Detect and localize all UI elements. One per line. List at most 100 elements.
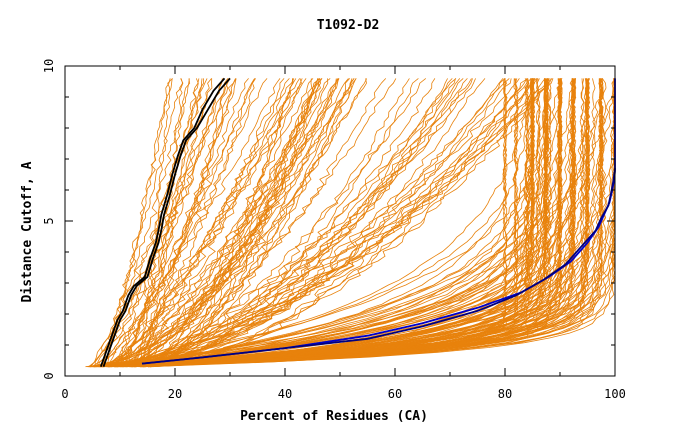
x-tick-label: 100	[604, 387, 626, 401]
model-curve	[129, 78, 591, 368]
series-line-3	[141, 168, 616, 365]
model-curve	[108, 78, 255, 367]
model-curve	[93, 78, 397, 368]
model-curve	[93, 78, 453, 368]
model-curve	[125, 78, 285, 368]
x-axis-label: Percent of Residues (CA)	[240, 409, 428, 424]
model-curve	[130, 78, 585, 368]
model-curve	[133, 78, 229, 367]
model-curve	[117, 78, 290, 368]
model-curve	[93, 78, 541, 368]
model-curve	[144, 78, 596, 368]
model-curve	[99, 78, 457, 368]
model-curve	[108, 78, 256, 367]
x-tick-label: 0	[61, 387, 68, 401]
model-curve	[126, 78, 237, 368]
model-lines-group	[85, 78, 616, 368]
model-curve	[121, 78, 533, 368]
model-curve	[125, 78, 552, 368]
model-curve	[91, 78, 281, 368]
axis-ticks	[64, 65, 616, 377]
x-tick-label: 60	[388, 387, 402, 401]
model-curve	[149, 78, 536, 368]
model-curve	[136, 78, 294, 368]
model-curve	[119, 78, 549, 368]
model-curve	[135, 78, 314, 368]
model-curve	[93, 78, 506, 368]
model-curve	[122, 78, 212, 367]
model-curve	[99, 78, 229, 367]
model-curve	[116, 78, 537, 368]
model-curve	[111, 78, 535, 368]
model-curve	[131, 78, 563, 368]
model-curve	[134, 78, 535, 368]
model-curve	[139, 78, 549, 368]
model-curve	[97, 78, 268, 368]
model-curve	[94, 78, 577, 368]
model-curve	[89, 78, 323, 368]
model-curve	[98, 78, 173, 367]
model-curve	[119, 78, 237, 367]
model-curve	[135, 78, 173, 367]
series-line-0	[102, 77, 231, 368]
model-curve	[107, 78, 550, 368]
highlight-lines-group	[99, 77, 616, 368]
model-curve	[114, 78, 536, 368]
chart-title: T1092-D2	[317, 18, 380, 33]
model-curve	[150, 78, 339, 368]
model-curve	[112, 78, 302, 368]
model-curve	[107, 78, 530, 368]
model-curve	[101, 78, 541, 368]
model-curve	[110, 78, 337, 368]
model-curve	[115, 78, 223, 368]
model-curve	[130, 78, 236, 367]
model-curve	[130, 78, 357, 368]
model-curve	[90, 78, 231, 367]
model-curve	[121, 78, 590, 368]
model-curve	[127, 78, 534, 368]
model-curve	[135, 78, 319, 368]
x-tick-label: 80	[498, 387, 512, 401]
model-curve	[131, 78, 534, 368]
model-curve	[133, 78, 577, 368]
model-curve	[94, 78, 184, 367]
model-curve	[129, 78, 256, 367]
model-curve	[87, 78, 519, 368]
model-curve	[131, 78, 297, 368]
model-curve	[103, 78, 563, 368]
model-curve	[106, 78, 468, 368]
model-curve	[108, 78, 563, 368]
model-curve	[147, 78, 529, 368]
model-curve	[95, 78, 538, 368]
model-curve	[96, 78, 574, 368]
model-curve	[145, 78, 339, 368]
model-curve	[116, 78, 319, 368]
model-curve	[107, 78, 476, 368]
model-curve	[103, 78, 321, 368]
axis-tick-labels: 0 20 40 60 80 100 0 5 10	[42, 59, 626, 401]
model-curve	[85, 78, 604, 368]
y-tick-label: 5	[42, 217, 56, 224]
model-curve	[114, 78, 536, 368]
model-curve	[131, 78, 519, 368]
model-curve	[110, 78, 329, 368]
y-tick-label: 0	[42, 372, 56, 379]
model-curve	[147, 78, 353, 368]
x-tick-label: 20	[168, 387, 182, 401]
model-curve	[128, 78, 512, 368]
y-tick-label: 10	[42, 59, 56, 73]
x-tick-label: 40	[278, 387, 292, 401]
model-curve	[107, 78, 508, 368]
model-curve	[152, 78, 293, 368]
model-curve	[97, 78, 549, 368]
model-curve	[144, 78, 576, 368]
model-curve	[109, 78, 547, 368]
model-curve	[111, 78, 387, 368]
model-curve	[149, 78, 419, 368]
model-curve	[114, 78, 585, 368]
series-line-1	[99, 77, 226, 368]
y-axis-label: Distance Cutoff, A	[20, 161, 35, 302]
model-curve	[110, 78, 546, 368]
model-curve	[145, 78, 554, 368]
